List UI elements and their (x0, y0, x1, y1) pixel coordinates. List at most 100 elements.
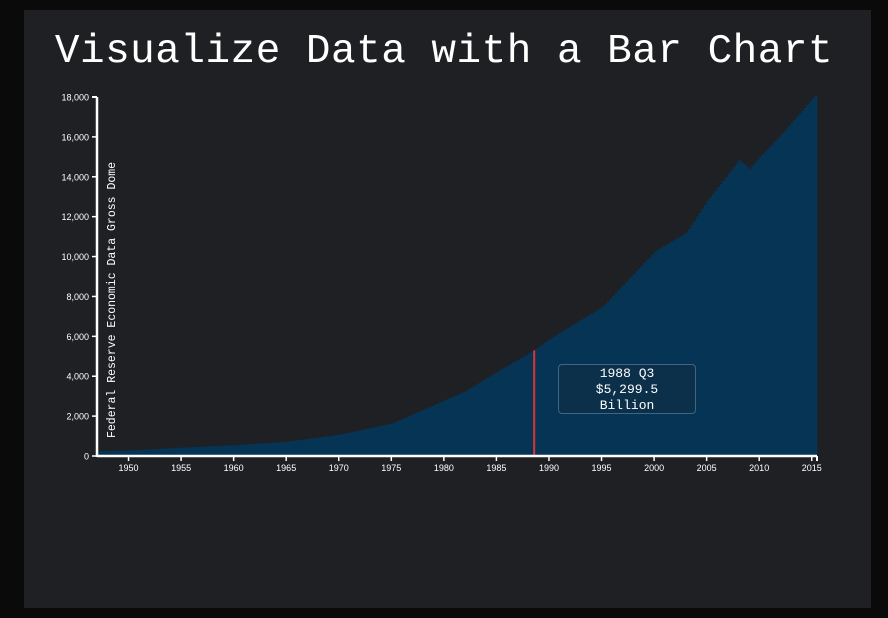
bar (244, 444, 248, 456)
bar (667, 243, 671, 456)
bar (457, 394, 460, 456)
bar (215, 446, 219, 456)
bar (525, 354, 529, 456)
bar (414, 413, 418, 456)
bar (730, 170, 734, 456)
bar (110, 450, 114, 456)
bar (146, 449, 150, 456)
x-tick-label: 2015 (802, 463, 822, 473)
bar (383, 425, 387, 456)
bar (732, 166, 736, 456)
bar (475, 384, 479, 456)
bar (538, 346, 542, 456)
bar (493, 373, 497, 456)
y-tick-label: 14,000 (61, 172, 89, 182)
bar (401, 418, 405, 456)
bar (530, 351, 534, 456)
bar (115, 450, 119, 456)
bar (706, 200, 710, 456)
bar (788, 125, 792, 457)
bar (701, 208, 705, 456)
bar (273, 442, 276, 456)
bar (170, 448, 174, 456)
bar (173, 448, 177, 456)
bar (296, 440, 300, 456)
bar (157, 448, 161, 456)
bar (656, 249, 660, 456)
y-tick-label: 12,000 (61, 212, 89, 222)
bar (443, 400, 447, 456)
bar (270, 442, 274, 456)
bar (520, 357, 523, 456)
y-tick-label: 10,000 (61, 252, 89, 262)
bar (759, 156, 763, 456)
bar (725, 177, 728, 456)
bar (454, 395, 458, 456)
bar (196, 446, 200, 456)
bar (188, 447, 192, 456)
y-tick-label: 4,000 (66, 372, 89, 382)
bar (746, 166, 749, 456)
bar (102, 451, 106, 456)
bar (186, 447, 190, 456)
bar (769, 145, 773, 457)
bar (438, 402, 442, 456)
bar (551, 337, 555, 456)
bar (209, 446, 213, 456)
bar (464, 391, 468, 456)
bar (422, 409, 426, 456)
bar (735, 163, 739, 456)
bar (751, 165, 755, 456)
bar (338, 434, 342, 456)
bar (301, 439, 305, 456)
bar (527, 353, 531, 456)
tooltip-date: 1988 Q3 (599, 366, 655, 381)
bar (257, 443, 261, 456)
bar (722, 180, 726, 456)
bar (428, 407, 432, 456)
bar (459, 393, 463, 456)
bar (396, 421, 400, 456)
bar (233, 445, 237, 456)
bar (669, 242, 673, 456)
bar (806, 104, 810, 456)
bar (690, 224, 694, 456)
bar (191, 447, 195, 456)
bar (753, 162, 757, 456)
bar (365, 429, 368, 456)
bar (336, 435, 340, 456)
bar (548, 338, 552, 456)
bar (125, 450, 129, 456)
bar (685, 232, 689, 456)
bar (123, 450, 127, 456)
bar (107, 450, 111, 456)
bar (767, 148, 770, 457)
bar (546, 340, 550, 456)
bar (635, 270, 639, 456)
bar (254, 443, 258, 456)
bar (351, 431, 355, 456)
bar (380, 425, 384, 456)
bar (522, 356, 526, 456)
bar (514, 361, 518, 456)
bar (165, 448, 169, 456)
x-tick-label: 1950 (119, 463, 139, 473)
bar (790, 122, 794, 457)
bar (682, 234, 686, 456)
bar (780, 134, 784, 456)
bar (449, 398, 453, 456)
bar (727, 173, 731, 456)
bar (259, 443, 263, 456)
bar (333, 435, 337, 456)
bar (202, 446, 206, 456)
bar (236, 445, 240, 456)
bar (696, 216, 700, 456)
bar (433, 404, 437, 456)
bar (399, 420, 403, 456)
tooltip: 1988 Q3 $5,299.5 Billion (558, 364, 696, 414)
bar (309, 438, 313, 456)
bar (341, 434, 345, 456)
bar (217, 445, 221, 456)
bar (265, 443, 269, 456)
bar (181, 447, 185, 456)
